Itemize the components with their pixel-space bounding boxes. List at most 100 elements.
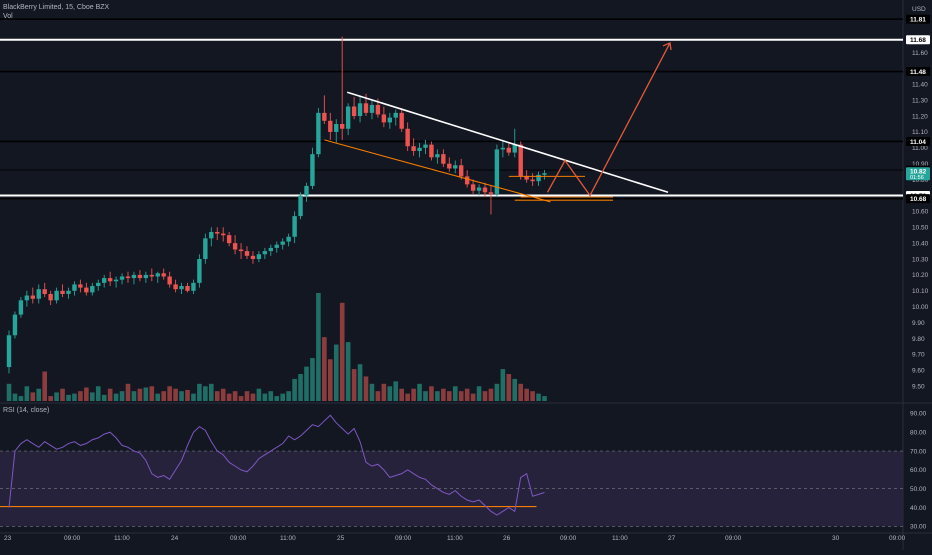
time-axis-label: 09:00 xyxy=(889,535,906,542)
rsi-tick-label: 70.00 xyxy=(910,448,927,455)
time-axis-label: 27 xyxy=(668,535,676,542)
volume-bar xyxy=(411,388,416,401)
volume-bar xyxy=(209,383,214,401)
volume-bar xyxy=(203,386,208,401)
volume-bar xyxy=(250,393,256,401)
volume-bar xyxy=(161,391,166,401)
price-tick-label: 9.50 xyxy=(912,383,925,390)
price-marker-box xyxy=(906,67,930,77)
volume-bar xyxy=(488,388,494,401)
candle-body xyxy=(54,290,59,301)
candle-body xyxy=(6,335,12,368)
candle-body xyxy=(191,282,196,291)
candle-body xyxy=(84,287,89,293)
rsi-tick-label: 90.00 xyxy=(910,411,927,418)
candle-body xyxy=(530,179,535,182)
volume-bar xyxy=(423,391,428,401)
candle-body xyxy=(292,216,297,237)
candle-body xyxy=(155,273,160,277)
candle-body xyxy=(238,249,244,252)
volume-bar xyxy=(191,393,196,401)
volume-bar xyxy=(524,388,529,401)
volume-bar xyxy=(470,393,476,401)
volume-bar xyxy=(143,387,149,401)
time-axis-label: 09:00 xyxy=(725,535,742,542)
candle-body xyxy=(36,289,41,299)
candle-body xyxy=(161,273,166,277)
last-price-box xyxy=(906,167,930,181)
volume-bar xyxy=(262,393,268,401)
candle-body xyxy=(48,293,53,301)
volume-bar xyxy=(506,374,512,401)
candle-body xyxy=(203,238,208,260)
volume-bar xyxy=(24,386,30,401)
price-axis-background xyxy=(903,0,932,550)
candle-body xyxy=(334,123,339,132)
price-tick-label: 11.10 xyxy=(912,129,928,136)
upper-trendline xyxy=(346,91,669,194)
candle-body xyxy=(536,174,541,182)
volume-bar xyxy=(179,391,184,401)
candle-body xyxy=(185,286,190,291)
volume-bar xyxy=(214,391,220,401)
symbol-legend[interactable]: BlackBerry Limited, 15, Cboe BZX xyxy=(3,4,110,11)
volume-bar xyxy=(381,383,387,401)
volume-bar xyxy=(476,386,482,401)
projection-path xyxy=(546,42,671,197)
candle-body xyxy=(476,187,482,191)
candle-body xyxy=(542,173,547,175)
candle-body xyxy=(393,112,398,118)
volume-bar xyxy=(66,394,71,401)
volume-bar xyxy=(363,376,369,401)
volume-legend[interactable]: Vol xyxy=(3,13,13,20)
candle-body xyxy=(524,176,529,180)
rsi-legend[interactable]: RSI (14, close) xyxy=(3,407,50,414)
candle-body xyxy=(298,195,303,217)
candle-body xyxy=(470,184,476,191)
volume-bar xyxy=(232,391,238,401)
volume-bar xyxy=(375,391,381,401)
volume-bar xyxy=(36,388,42,401)
volume-bar xyxy=(101,394,107,401)
rsi-line xyxy=(8,414,545,516)
candle-body xyxy=(179,286,184,290)
price-tick-label: 10.40 xyxy=(912,240,929,247)
volume-bar xyxy=(458,391,464,401)
candle-body xyxy=(345,106,351,129)
candle-body xyxy=(119,276,125,280)
candle-body xyxy=(226,235,232,244)
candle-body xyxy=(340,123,345,129)
volume-bar xyxy=(268,391,274,401)
volume-bar xyxy=(542,396,547,401)
price-tick-label: 11.00 xyxy=(912,145,928,152)
candle-body xyxy=(500,147,506,150)
candle-body xyxy=(494,149,500,194)
volume-bar xyxy=(429,386,434,401)
candle-body xyxy=(351,106,357,117)
time-axis-label: 11:00 xyxy=(612,535,628,542)
time-axis-label: 25 xyxy=(337,535,345,542)
volume-bar xyxy=(125,383,131,401)
time-axis-label: 11:00 xyxy=(114,535,130,542)
volume-bar xyxy=(441,388,446,401)
volume-bar xyxy=(310,358,315,401)
price-tick-label: 9.90 xyxy=(912,320,925,327)
candle-body xyxy=(322,112,327,121)
price-marker-label: 11.81 xyxy=(910,17,926,24)
candle-body xyxy=(447,163,452,169)
candle-body xyxy=(113,279,119,282)
volume-bar xyxy=(304,366,309,401)
volume-bar xyxy=(316,293,321,401)
volume-bar xyxy=(447,391,452,401)
candle-body xyxy=(244,251,250,256)
volume-bar xyxy=(167,386,172,401)
candle-body xyxy=(137,274,143,279)
price-tick-label: 11.60 xyxy=(912,50,928,57)
volume-bar xyxy=(54,392,59,401)
volume-bar xyxy=(185,389,190,401)
price-marker-label: 11.68 xyxy=(910,37,926,44)
volume-bar xyxy=(322,337,327,401)
volume-bar xyxy=(18,396,24,401)
